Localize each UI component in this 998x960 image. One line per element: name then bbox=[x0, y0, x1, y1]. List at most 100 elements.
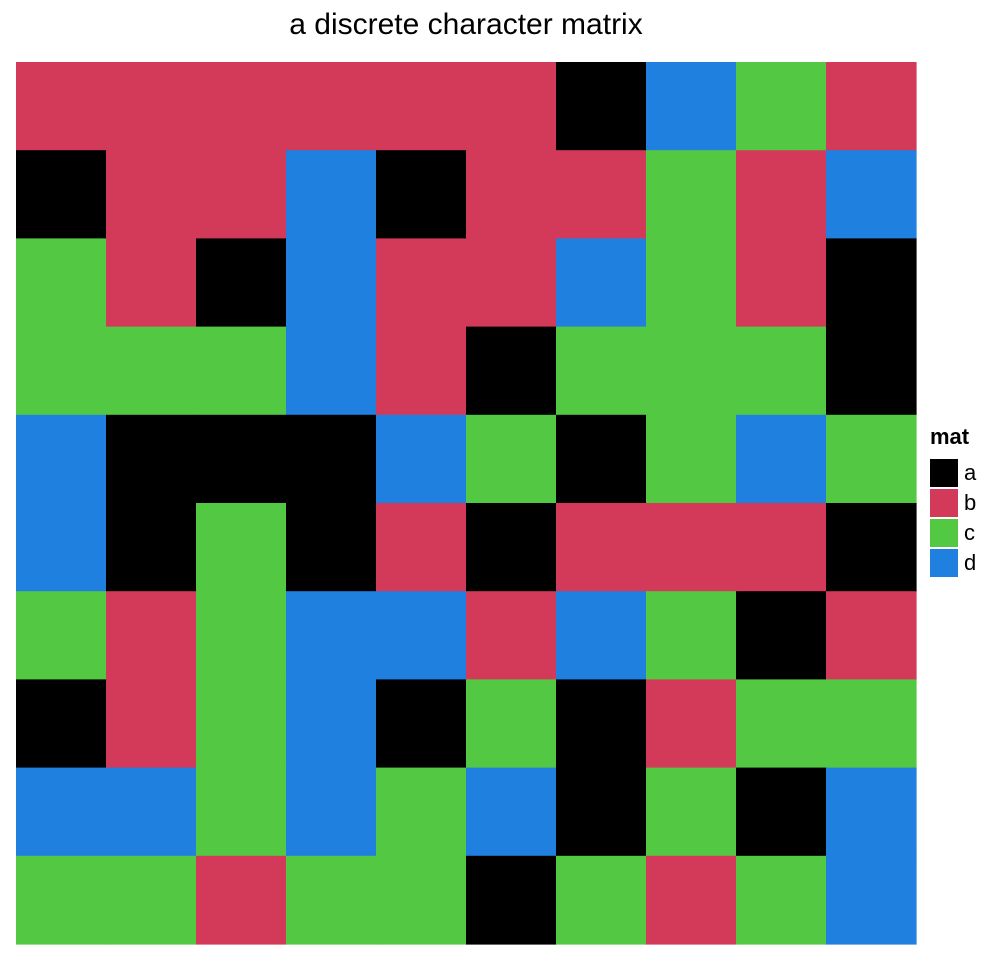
heatmap-cell-r8-c9 bbox=[826, 767, 917, 857]
heatmap-cell-r7-c6 bbox=[556, 679, 647, 769]
legend-swatch-c bbox=[930, 519, 958, 547]
heatmap-cell-r4-c0 bbox=[16, 414, 107, 504]
heatmap-cell-r5-c6 bbox=[556, 503, 647, 592]
heatmap-cell-r0-c6 bbox=[556, 62, 647, 151]
heatmap-cell-r2-c5 bbox=[466, 238, 557, 328]
heatmap-cell-r8-c3 bbox=[286, 767, 377, 857]
heatmap-cell-r6-c6 bbox=[556, 591, 647, 680]
heatmap-cell-r6-c0 bbox=[16, 591, 107, 680]
heatmap-cell-r5-c1 bbox=[106, 503, 197, 592]
heatmap-cell-r9-c2 bbox=[196, 855, 287, 945]
legend-swatch-d bbox=[930, 549, 958, 577]
heatmap-cell-r9-c9 bbox=[826, 855, 917, 945]
legend-swatch-a bbox=[930, 459, 958, 487]
heatmap-cell-r2-c7 bbox=[646, 238, 737, 328]
heatmap-cell-r5-c8 bbox=[736, 503, 827, 592]
heatmap-cell-r9-c8 bbox=[736, 855, 827, 945]
heatmap-cell-r0-c3 bbox=[286, 62, 377, 151]
heatmap-cell-r0-c2 bbox=[196, 62, 287, 151]
heatmap-cell-r7-c7 bbox=[646, 679, 737, 769]
heatmap-cell-r9-c3 bbox=[286, 855, 377, 945]
heatmap-cell-r3-c2 bbox=[196, 326, 287, 416]
heatmap-cell-r2-c0 bbox=[16, 238, 107, 328]
heatmap-cell-r2-c6 bbox=[556, 238, 647, 328]
heatmap-cell-r1-c9 bbox=[826, 150, 917, 239]
heatmap-cell-r8-c0 bbox=[16, 767, 107, 857]
heatmap-cell-r5-c3 bbox=[286, 503, 377, 592]
heatmap-cell-r8-c2 bbox=[196, 767, 287, 857]
heatmap-cell-r7-c1 bbox=[106, 679, 197, 769]
heatmap-cell-r4-c1 bbox=[106, 414, 197, 504]
heatmap-cell-r7-c8 bbox=[736, 679, 827, 769]
heatmap-cell-r1-c6 bbox=[556, 150, 647, 239]
heatmap-cell-r4-c9 bbox=[826, 414, 917, 504]
heatmap-cell-r7-c2 bbox=[196, 679, 287, 769]
heatmap-cell-r3-c5 bbox=[466, 326, 557, 416]
heatmap-cell-r2-c1 bbox=[106, 238, 197, 328]
heatmap-cell-r1-c2 bbox=[196, 150, 287, 239]
heatmap-cell-r2-c8 bbox=[736, 238, 827, 328]
heatmap-cell-r0-c5 bbox=[466, 62, 557, 151]
heatmap-cell-r5-c9 bbox=[826, 503, 917, 592]
heatmap-cell-r4-c7 bbox=[646, 414, 737, 504]
heatmap-cell-r2-c3 bbox=[286, 238, 377, 328]
heatmap-cell-r4-c5 bbox=[466, 414, 557, 504]
heatmap-cell-r1-c0 bbox=[16, 150, 107, 239]
heatmap-cell-r6-c3 bbox=[286, 591, 377, 680]
heatmap-cell-r6-c9 bbox=[826, 591, 917, 680]
heatmap-cell-r8-c1 bbox=[106, 767, 197, 857]
heatmap-cell-r1-c1 bbox=[106, 150, 197, 239]
heatmap-cell-r8-c8 bbox=[736, 767, 827, 857]
legend-item-d: d bbox=[930, 548, 976, 578]
heatmap-cell-r9-c4 bbox=[376, 855, 467, 945]
heatmap-cell-r3-c3 bbox=[286, 326, 377, 416]
heatmap-cell-r3-c1 bbox=[106, 326, 197, 416]
heatmap-cell-r8-c5 bbox=[466, 767, 557, 857]
heatmap-cell-r1-c5 bbox=[466, 150, 557, 239]
heatmap-cell-r0-c4 bbox=[376, 62, 467, 151]
heatmap-cell-r6-c1 bbox=[106, 591, 197, 680]
legend-label-b: b bbox=[964, 490, 977, 515]
heatmap-cell-r5-c2 bbox=[196, 503, 287, 592]
heatmap-cell-r6-c8 bbox=[736, 591, 827, 680]
heatmap-cell-r5-c4 bbox=[376, 503, 467, 592]
legend-item-b: b bbox=[930, 488, 976, 518]
heatmap-cell-r3-c9 bbox=[826, 326, 917, 416]
heatmap-cell-r8-c4 bbox=[376, 767, 467, 857]
heatmap-cell-r5-c7 bbox=[646, 503, 737, 592]
legend-item-a: a bbox=[930, 458, 976, 488]
heatmap-cell-r9-c1 bbox=[106, 855, 197, 945]
legend-title: mat bbox=[930, 424, 970, 449]
legend-label-a: a bbox=[964, 460, 977, 485]
heatmap-cell-r2-c9 bbox=[826, 238, 917, 328]
heatmap-cell-r3-c7 bbox=[646, 326, 737, 416]
heatmap-cell-r1-c3 bbox=[286, 150, 377, 239]
legend: mat a b c d bbox=[930, 424, 976, 578]
heatmap-cell-r5-c5 bbox=[466, 503, 557, 592]
heatmap-cell-r1-c7 bbox=[646, 150, 737, 239]
heatmap-cell-r7-c3 bbox=[286, 679, 377, 769]
heatmap-cell-r9-c0 bbox=[16, 855, 107, 945]
heatmap-cell-r0-c9 bbox=[826, 62, 917, 151]
heatmap-cell-r0-c0 bbox=[16, 62, 107, 151]
heatmap-cell-r4-c6 bbox=[556, 414, 647, 504]
legend-label-c: c bbox=[964, 520, 975, 545]
heatmap-cell-r4-c4 bbox=[376, 414, 467, 504]
heatmap-cell-r9-c6 bbox=[556, 855, 647, 945]
heatmap-cell-r3-c8 bbox=[736, 326, 827, 416]
heatmap-cell-r3-c0 bbox=[16, 326, 107, 416]
heatmap-cell-r6-c5 bbox=[466, 591, 557, 680]
heatmap-cell-r6-c2 bbox=[196, 591, 287, 680]
heatmap-cell-r6-c4 bbox=[376, 591, 467, 680]
heatmap-cell-r4-c2 bbox=[196, 414, 287, 504]
legend-item-c: c bbox=[930, 518, 976, 548]
heatmap-cell-r4-c3 bbox=[286, 414, 377, 504]
heatmap-cell-r9-c5 bbox=[466, 855, 557, 945]
heatmap-cell-r0-c8 bbox=[736, 62, 827, 151]
heatmap-cell-r2-c4 bbox=[376, 238, 467, 328]
heatmap-cell-r1-c8 bbox=[736, 150, 827, 239]
heatmap-cell-r7-c0 bbox=[16, 679, 107, 769]
heatmap-cell-r4-c8 bbox=[736, 414, 827, 504]
heatmap-cell-r3-c4 bbox=[376, 326, 467, 416]
